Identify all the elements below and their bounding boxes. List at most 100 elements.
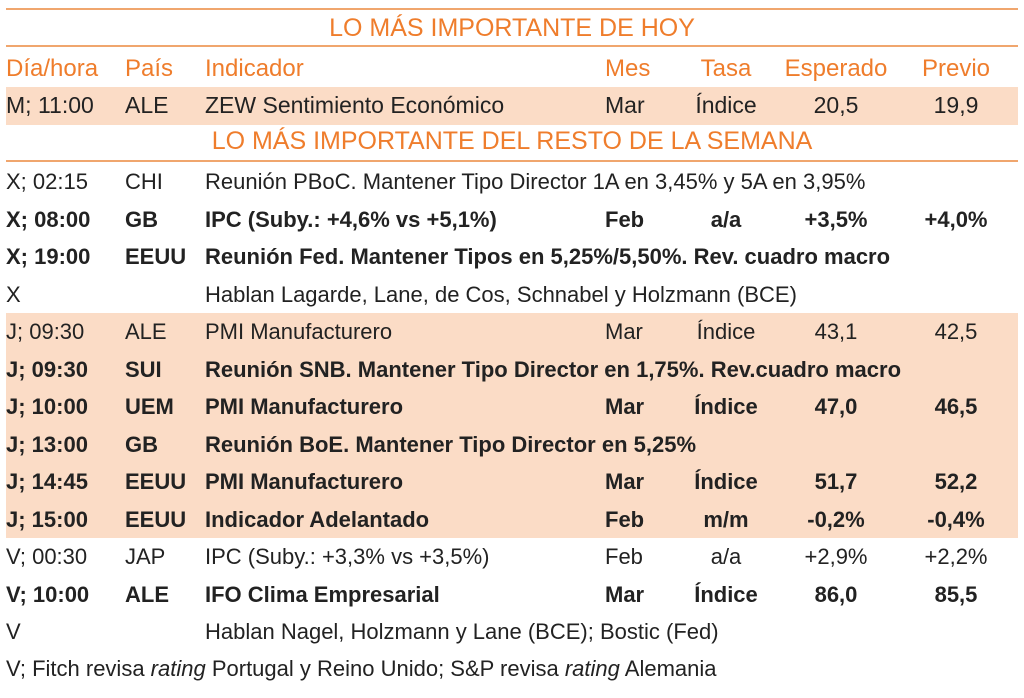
footer-note: V; Fitch revisa rating Portugal y Reino …: [6, 650, 717, 688]
expected: +3,5%: [804, 206, 868, 232]
header-day: Día/hora: [6, 55, 99, 82]
day: J; 14:45: [6, 469, 88, 494]
day: J; 13:00: [6, 431, 88, 457]
day: X; 02:15: [6, 169, 88, 194]
indicator: Reunión Fed. Mantener Tipos en 5,25%/5,5…: [205, 244, 891, 269]
table-row: X Hablan Lagarde, Lane, de Cos, Schnabel …: [6, 276, 1018, 314]
month: Mar: [605, 92, 645, 118]
indicator: Indicador Adelantado: [205, 506, 430, 532]
table-row: J; 09:30 ALE PMI Manufacturero Mar Índice 43,…: [6, 313, 1018, 351]
day: J; 09:30: [6, 356, 88, 382]
indicator: Hablan Lagarde, Lane, de Cos, Schnabel y…: [205, 281, 797, 307]
rate: Índice: [694, 581, 758, 607]
indicator: Reunión SNB. Mantener Tipo Director en 1…: [205, 356, 902, 382]
header-expected: Esperado: [784, 55, 888, 82]
country: UEM: [125, 394, 174, 419]
rate: Índice: [694, 469, 758, 494]
country: SUI: [125, 356, 162, 382]
header-month: Mes: [605, 55, 651, 82]
table-row: J; 09:30 SUI Reunión SNB. Mantener Tipo Di…: [6, 350, 1018, 388]
table-row: J; 10:00 UEM PMI Manufacturero Mar Índice 47,…: [6, 388, 1018, 426]
footer-part2: Portugal y Reino Unido; S&P revisa: [205, 656, 565, 681]
day: X; 08:00: [6, 206, 91, 232]
table-row: X; 02:15 CHI Reunión PBoC. Mantener Tipo D…: [6, 163, 1018, 201]
country: GB: [125, 431, 158, 457]
day: X: [6, 281, 21, 307]
previous: 42,5: [934, 319, 978, 344]
country: ALE: [125, 92, 169, 118]
header-indicator: Indicador: [205, 55, 304, 82]
month: Feb: [605, 506, 645, 532]
country: EEUU: [125, 469, 187, 494]
indicator: PMI Manufacturero: [205, 319, 393, 344]
rate: m/m: [703, 506, 749, 532]
previous: +4,0%: [924, 206, 988, 232]
month: Feb: [605, 544, 643, 569]
expected: 43,1: [814, 319, 858, 344]
indicator: Reunión BoE. Mantener Tipo Director en 5…: [205, 431, 697, 457]
top-rule: [6, 8, 1018, 10]
today-row: M; 11:00 ALE ZEW Sentimiento Económico M…: [6, 87, 1018, 125]
table-row: V; 10:00 ALE IFO Clima Empresarial Mar Índic…: [6, 576, 1018, 614]
month: Mar: [605, 394, 645, 419]
rate: Índice: [694, 394, 758, 419]
table-row: J; 14:45 EEUU PMI Manufacturero Mar Índice 51…: [6, 463, 1018, 501]
day: V; 00:30: [6, 544, 88, 569]
day: M; 11:00: [6, 92, 94, 118]
week-rule: [6, 160, 1018, 162]
day: X; 19:00: [6, 244, 91, 269]
rate: a/a: [710, 544, 742, 569]
header-row: Día/hora País Indicador Mes Tasa Esperad…: [6, 50, 1018, 88]
header-rate: Tasa: [700, 55, 752, 82]
table-row: V Hablan Nagel, Holzmann y Lane (BCE); Bo…: [6, 613, 1018, 651]
indicator: IPC (Suby.: +3,3% vs +3,5%): [205, 544, 490, 569]
day: V: [6, 619, 21, 644]
indicator: Reunión PBoC. Mantener Tipo Director 1A …: [205, 169, 866, 194]
expected: -0,2%: [807, 506, 865, 532]
previous: 85,5: [934, 581, 978, 607]
day: J; 09:30: [6, 319, 85, 344]
previous: -0,4%: [927, 506, 985, 532]
today-title: LO MÁS IMPORTANTE DE HOY: [329, 14, 695, 42]
country: ALE: [125, 319, 167, 344]
indicator: IFO Clima Empresarial: [205, 581, 440, 607]
country: EEUU: [125, 244, 187, 269]
country: GB: [125, 206, 158, 232]
rate: a/a: [710, 206, 742, 232]
footer-italic1: rating: [150, 656, 206, 681]
country: JAP: [125, 544, 166, 569]
header-country: País: [125, 55, 174, 82]
footer-italic2: rating: [564, 656, 620, 681]
indicator: PMI Manufacturero: [205, 394, 404, 419]
country: EEUU: [125, 506, 187, 532]
day: J; 15:00: [6, 506, 88, 532]
table-row: J; 13:00 GB Reunión BoE. Mantener Tipo Dir…: [6, 425, 1018, 463]
week-title: LO MÁS IMPORTANTE DEL RESTO DE LA SEMANA: [211, 127, 813, 155]
table-row: X; 08:00 GB IPC (Suby.: +4,6% vs +5,1%) Feb…: [6, 201, 1018, 239]
indicator: IPC (Suby.: +4,6% vs +5,1%): [205, 206, 497, 232]
table-row: J; 15:00 EEUU Indicador Adelantado Feb m/m -0…: [6, 500, 1018, 538]
month: Mar: [605, 319, 643, 344]
day: V; 10:00: [6, 581, 90, 607]
table-row: X; 19:00 EEUU Reunión Fed. Mantener Tipos …: [6, 238, 1018, 276]
month: Mar: [605, 581, 645, 607]
country: ALE: [125, 581, 169, 607]
expected: 47,0: [814, 394, 858, 419]
month: Mar: [605, 469, 645, 494]
expected: 20,5: [813, 92, 859, 118]
table-row: V; 00:30 JAP IPC (Suby.: +3,3% vs +3,5%) Fe…: [6, 538, 1018, 576]
indicator: PMI Manufacturero: [205, 469, 404, 494]
footer-row: V; Fitch revisa rating Portugal y Reino …: [6, 650, 1018, 688]
expected: 51,7: [814, 469, 858, 494]
previous: 19,9: [933, 92, 979, 118]
footer-part3: Alemania: [619, 656, 717, 681]
country: CHI: [125, 169, 163, 194]
previous: 46,5: [934, 394, 978, 419]
month: Feb: [605, 206, 645, 232]
indicator: Hablan Nagel, Holzmann y Lane (BCE); Bos…: [205, 619, 719, 644]
today-rule: [6, 45, 1018, 47]
indicator: ZEW Sentimiento Económico: [205, 92, 505, 118]
footer-part1: V; Fitch revisa: [6, 656, 151, 681]
expected: +2,9%: [804, 544, 868, 569]
rate: Índice: [695, 92, 757, 118]
